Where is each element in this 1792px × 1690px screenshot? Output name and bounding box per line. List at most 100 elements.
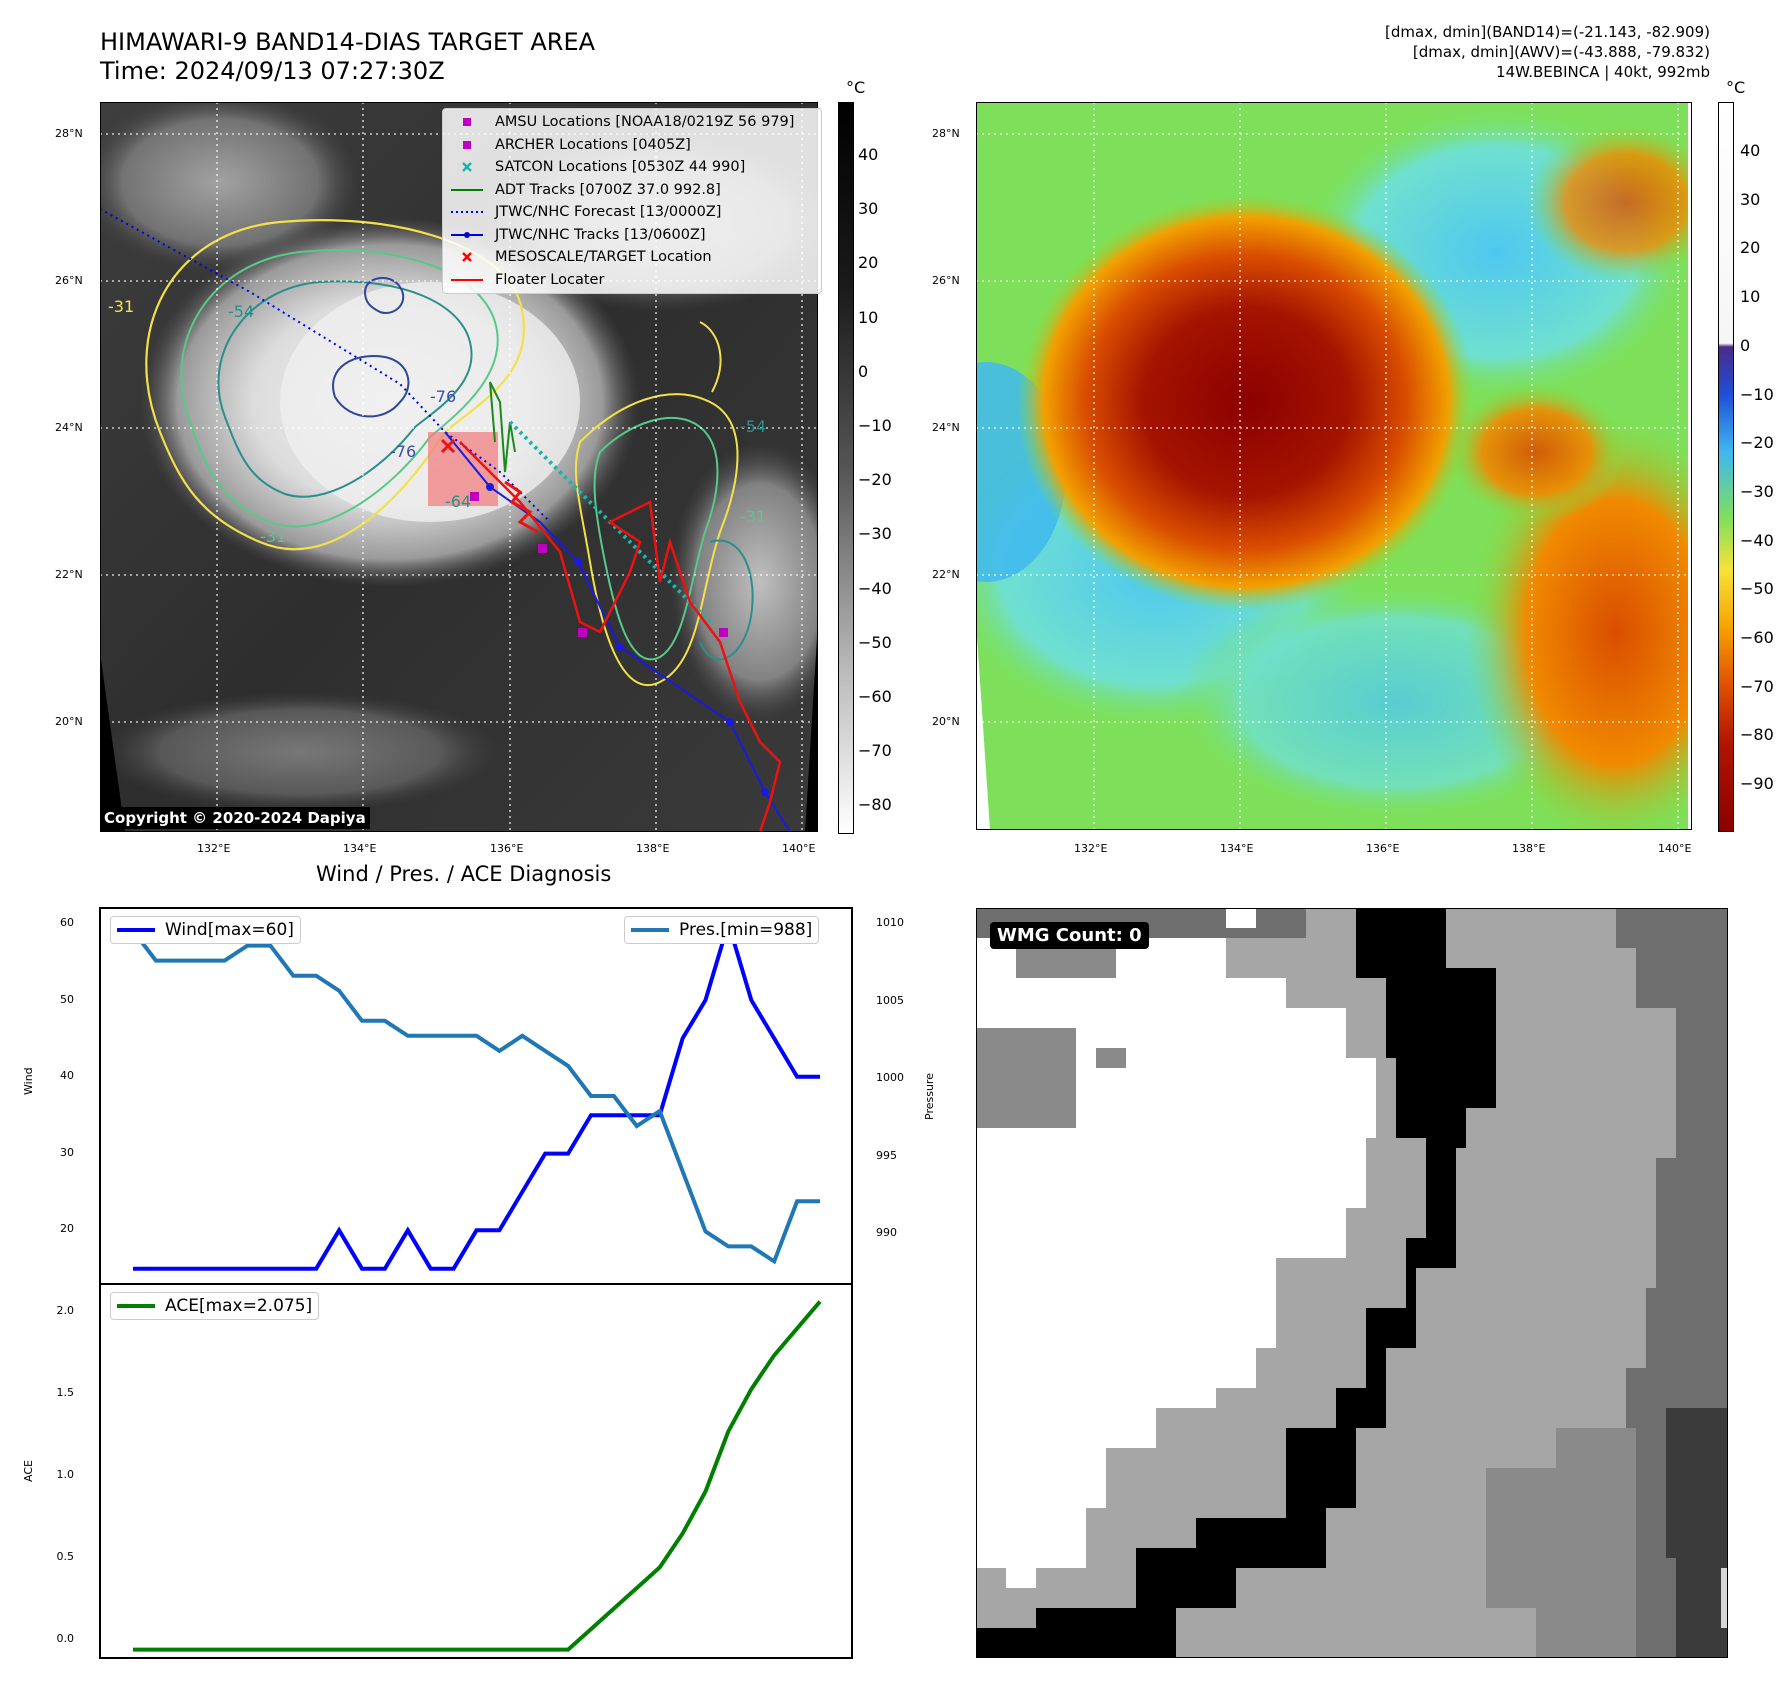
pressure-axis-label: Pressure [923,1073,936,1120]
awv-lat-label-24: 24°N [932,421,960,434]
axis-tick-label: 0.0 [56,1632,75,1645]
legend-symbol [449,115,485,129]
colorbar-tick: −30 [1740,481,1774,501]
axis-tick-label: 50 [60,992,74,1006]
wind-legend: Wind[max=60] [110,916,301,944]
legend-label: JTWC/NHC Tracks [13/0600Z] [495,226,706,243]
awv-lat-label-22: 22°N [932,568,960,581]
awv-lat-label-28: 28°N [932,127,960,140]
ace-legend-label: ACE[max=2.075] [165,1296,313,1316]
awv-lat-label-26: 26°N [932,274,960,287]
axis-tick-label: 40 [60,1069,74,1082]
colorbar-tick: 10 [858,307,879,327]
legend-entry: ADT Tracks [0700Z 37.0 992.8] [449,179,821,202]
wmg-svg [975,907,1729,1659]
ace-axis-label: ACE [22,1460,35,1482]
contour-label: -31 [740,507,766,526]
contour-label: -31 [260,527,286,546]
colorbar-tick: 10 [1740,287,1761,307]
lon-label-132: 132°E [197,842,231,855]
axis-tick-label: 990 [876,1226,897,1239]
contour-label: -31 [108,297,134,316]
colorbar-tick: −20 [1740,433,1774,453]
wind-axis-label: Wind [22,1067,35,1095]
axis-tick-label: 1005 [876,993,904,1007]
axis-tick-label: 20 [60,1222,74,1235]
axis-tick-label: 1010 [876,916,904,929]
legend-label: SATCON Locations [0530Z 44 990] [495,159,746,176]
awv-lon-label-134: 134°E [1220,842,1254,855]
awv-lon-label-132: 132°E [1074,842,1108,855]
contour-label: -76 [430,387,456,406]
legend-symbol [449,183,485,197]
awv-lon-label-138: 138°E [1512,842,1546,855]
colorbar-tick: −80 [1740,725,1774,745]
legend-label: ARCHER Locations [0405Z] [495,136,691,153]
info-storm: 14W.BEBINCA | 40kt, 992mb [1496,63,1710,81]
legend-entry: SATCON Locations [0530Z 44 990] [449,156,821,179]
legend-symbol [449,160,485,174]
colorbar-tick: 20 [858,253,879,273]
axis-tick-label: 1000 [876,1071,904,1084]
axis-tick-label: 1.0 [56,1468,75,1481]
figure-time: Time: 2024/09/13 07:27:30Z [100,57,445,85]
colorbar-tick: 40 [1740,141,1761,160]
awv-lon-label-140: 140°E [1658,842,1692,855]
axis-tick-label: 60 [60,916,74,929]
legend-entry: AMSU Locations [NOAA18/0219Z 56 979] [449,111,821,134]
axis-tick-label: 2.0 [56,1304,75,1317]
colorbar-tick: −40 [858,578,892,598]
lon-label-138: 138°E [636,842,670,855]
info-band14-range: [dmax, dmin](BAND14)=(-21.143, -82.909) [1385,23,1710,41]
colorbar-tick: −10 [1740,384,1774,404]
lon-label-134: 134°E [343,842,377,855]
lon-label-140: 140°E [782,842,816,855]
diagnosis-title: Wind / Pres. / ACE Diagnosis [316,862,612,886]
lon-label-136: 136°E [490,842,524,855]
axis-tick-label: 995 [876,1148,897,1162]
colorbar-tick: 0 [858,361,869,381]
wind-legend-label: Wind[max=60] [165,920,294,940]
contour-label: -54 [740,417,766,436]
colorbar-tick: −40 [1740,530,1774,550]
colorbar-tick: −10 [858,416,892,435]
legend-symbol [449,205,485,219]
info-awv-range: [dmax, dmin](AWV)=(-43.888, -79.832) [1412,43,1710,61]
legend-entry: Floater Locater [449,269,821,292]
colorbar-tick: −70 [1740,676,1774,696]
lat-label-22: 22°N [55,568,83,581]
colorbar-tick: −60 [858,687,892,706]
copyright: Copyright © 2020-2024 Dapiya [100,807,370,829]
colorbar-tick: 0 [1740,335,1751,355]
awv-colorbar-unit: °C [1726,78,1746,97]
ace-series-line [133,1300,822,1652]
axis-tick-label: 30 [60,1145,74,1159]
ir-colorbar-unit: °C [846,78,866,97]
lat-label-20: 20°N [55,715,83,728]
legend-symbol [449,228,485,242]
awv-colorbar [1718,102,1734,832]
colorbar-tick: −80 [858,795,892,815]
awv-lat-label-20: 20°N [932,715,960,728]
pressure-legend: Pres.[min=988] [624,916,820,944]
figure-title: HIMAWARI-9 BAND14-DIAS TARGET AREA [100,28,596,56]
legend-symbol [449,273,485,287]
pressure-series-line [131,929,820,1265]
colorbar-tick: −30 [858,524,892,544]
contour-label: -54 [228,302,254,321]
legend-entry: MESOSCALE/TARGET Location [449,246,821,269]
legend-label: AMSU Locations [NOAA18/0219Z 56 979] [495,114,795,131]
colorbar-tick: 40 [858,145,879,164]
legend-entry: JTWC/NHC Tracks [13/0600Z] [449,224,821,247]
legend-entry: ARCHER Locations [0405Z] [449,134,821,157]
lat-label-28: 28°N [55,127,83,140]
axis-tick-label: 0.5 [56,1550,75,1563]
lat-label-26: 26°N [55,274,83,287]
legend-entry: JTWC/NHC Forecast [13/0000Z] [449,201,821,224]
wind-series-line [133,916,820,1271]
legend-symbol [449,138,485,152]
awv-map-panel [906,101,1766,852]
legend-label: ADT Tracks [0700Z 37.0 992.8] [495,181,721,198]
legend-symbol [449,250,485,264]
